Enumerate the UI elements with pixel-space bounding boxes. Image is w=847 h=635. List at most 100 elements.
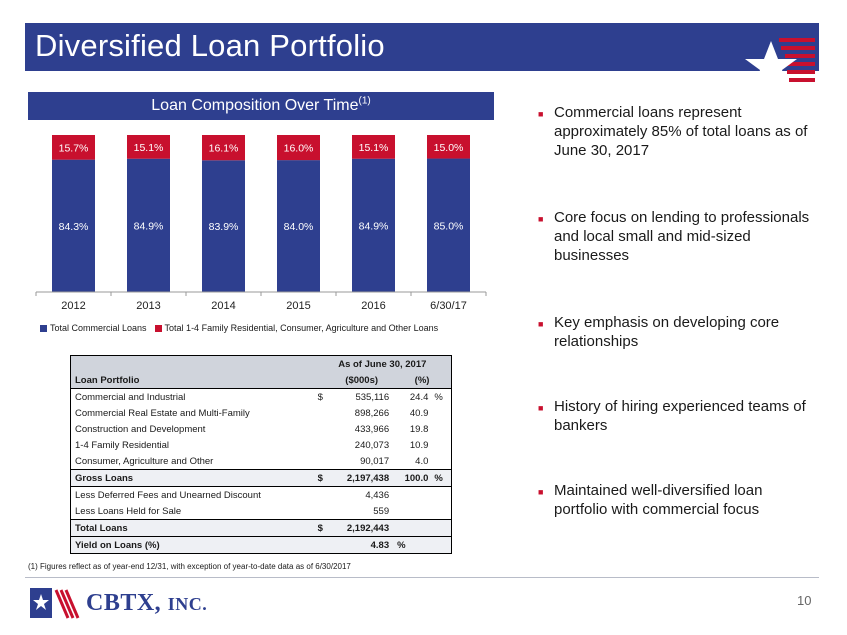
company-name-suffix: INC. xyxy=(167,593,208,614)
title-bar: Diversified Loan Portfolio xyxy=(25,23,819,89)
less-amount: 559 xyxy=(373,505,390,517)
row-pct: 19.8 xyxy=(409,423,429,435)
row-label: 1-4 Family Residential xyxy=(75,439,169,451)
data-label: 84.9% xyxy=(134,220,164,232)
row-label: Consumer, Agriculture and Other xyxy=(75,455,214,467)
legend-item-commercial: Total Commercial Loans xyxy=(40,323,147,333)
table-row: Commercial Real Estate and Multi-Family … xyxy=(71,405,451,421)
bar-commercial-5 xyxy=(427,158,470,292)
data-label: 16.1% xyxy=(209,143,239,155)
chart-legend: Total Commercial Loans Total 1-4 Family … xyxy=(40,323,438,333)
loan-portfolio-table: As of June 30, 2017 Loan Portfolio ($000… xyxy=(70,355,452,554)
row-unit xyxy=(430,405,451,421)
chart-header-title: Loan Composition Over Time xyxy=(151,97,359,114)
row-unit xyxy=(430,421,451,437)
square-bullet-icon: ■ xyxy=(538,487,544,497)
yield-unit: % xyxy=(393,536,431,553)
bar-commercial-0 xyxy=(52,159,95,292)
bar-commercial-1 xyxy=(127,158,170,292)
total-amount: 2,192,443 xyxy=(330,519,394,537)
gross-currency: $ xyxy=(313,469,331,487)
bar-other-2 xyxy=(202,135,245,161)
flag-logo-icon xyxy=(30,588,80,619)
bullet-item: ■ Key emphasis on developing core relati… xyxy=(538,313,818,351)
row-pct: 40.9 xyxy=(409,407,429,419)
gross-loans-row: Gross Loans $ 2,197,438 100.0 % xyxy=(71,469,451,487)
data-label: 16.0% xyxy=(284,143,314,155)
data-label: 15.1% xyxy=(359,142,389,154)
row-unit xyxy=(430,437,451,453)
less-amount: 4,436 xyxy=(330,486,394,503)
square-bullet-icon: ■ xyxy=(538,214,544,224)
legend-swatch-commercial xyxy=(40,324,47,332)
table-header-row: Loan Portfolio ($000s) (%) xyxy=(71,372,451,389)
data-label: 84.0% xyxy=(284,221,314,233)
x-tick-label: 2014 xyxy=(211,300,235,312)
chart-header-footnote-ref: (1) xyxy=(358,95,371,107)
total-label: Total Loans xyxy=(71,519,314,537)
data-label: 15.0% xyxy=(434,142,464,154)
bar-other-5 xyxy=(427,135,470,159)
table-row: Less Loans Held for Sale 559 xyxy=(71,503,451,520)
company-name-main: CBTX, xyxy=(86,589,162,616)
row-amount: 433,966 xyxy=(354,423,390,435)
star-flag-icon xyxy=(745,38,815,89)
row-amount: 240,073 xyxy=(354,439,390,451)
square-bullet-icon: ■ xyxy=(538,109,544,119)
bar-other-0 xyxy=(52,135,95,160)
x-tick-label: 2012 xyxy=(61,300,85,312)
row-currency xyxy=(314,437,331,453)
row-amount: 90,017 xyxy=(360,455,390,467)
square-bullet-icon: ■ xyxy=(538,403,544,413)
page-number: 10 xyxy=(797,593,812,608)
bullet-item: ■ Commercial loans represent approximate… xyxy=(538,103,818,160)
yield-row: Yield on Loans (%) 4.83 % xyxy=(71,536,451,553)
x-tick-label: 2015 xyxy=(286,300,310,312)
bar-commercial-2 xyxy=(202,160,245,292)
row-label: Construction and Development xyxy=(75,423,206,435)
square-bullet-icon: ■ xyxy=(538,319,544,329)
company-logo: CBTX, INC. xyxy=(30,586,207,620)
gross-label: Gross Loans xyxy=(71,469,314,487)
row-amount: 535,116 xyxy=(355,391,390,403)
slide-title: Diversified Loan Portfolio xyxy=(35,28,385,63)
total-loans-row: Total Loans $ 2,192,443 xyxy=(71,519,451,537)
data-label: 83.9% xyxy=(209,221,239,233)
bar-other-4 xyxy=(352,135,395,159)
less-label: Less Loans Held for Sale xyxy=(75,505,182,517)
legend-label-other: Total 1-4 Family Residential, Consumer, … xyxy=(164,323,439,333)
less-label: Less Deferred Fees and Unearned Discount xyxy=(71,486,314,503)
table-row: Consumer, Agriculture and Other 90,017 4… xyxy=(71,453,451,470)
col-header-amount: ($000s) xyxy=(330,372,394,389)
col-header-pct: (%) xyxy=(393,372,451,389)
table-row: Commercial and Industrial $ 535,116 24.4… xyxy=(71,389,451,406)
table-group-header-row: As of June 30, 2017 xyxy=(71,356,451,372)
table-group-header: As of June 30, 2017 xyxy=(313,356,451,372)
table-row: Less Deferred Fees and Unearned Discount… xyxy=(71,486,451,503)
row-label: Commercial Real Estate and Multi-Family xyxy=(75,407,250,419)
bullet-text: History of hiring experienced teams of b… xyxy=(554,398,806,434)
data-label: 85.0% xyxy=(434,220,464,232)
legend-item-other: Total 1-4 Family Residential, Consumer, … xyxy=(154,323,439,333)
bullet-text: Core focus on lending to professionals a… xyxy=(554,209,810,264)
x-tick-label: 2013 xyxy=(136,300,160,312)
loan-composition-chart: 84.3% 15.7% 2012 84.9% 15.1% 2013 83.9% 16.1% 20… xyxy=(35,135,487,312)
row-pct: 4.0 xyxy=(415,455,429,467)
table-row: Construction and Development 433,966 19.… xyxy=(71,421,451,437)
data-label: 15.7% xyxy=(59,142,89,154)
bullet-text: Key emphasis on developing core relation… xyxy=(554,314,780,350)
row-currency: $ xyxy=(317,391,323,403)
bar-other-3 xyxy=(277,135,320,161)
yield-value: 4.83 xyxy=(330,536,394,553)
bar-other-1 xyxy=(127,135,170,159)
gross-pct: 100.0 xyxy=(393,469,431,487)
data-label: 15.1% xyxy=(134,142,164,154)
row-pct: 10.9 xyxy=(409,439,429,451)
row-unit: % xyxy=(434,391,443,403)
company-name: CBTX, INC. xyxy=(86,590,207,617)
bullet-text: Commercial loans represent approximately… xyxy=(554,104,808,159)
row-label: Commercial and Industrial xyxy=(75,391,186,403)
bullet-item: ■ Maintained well-diversified loan portf… xyxy=(538,481,818,519)
chart-header: Loan Composition Over Time(1) xyxy=(28,92,494,120)
footer-divider xyxy=(25,577,819,578)
